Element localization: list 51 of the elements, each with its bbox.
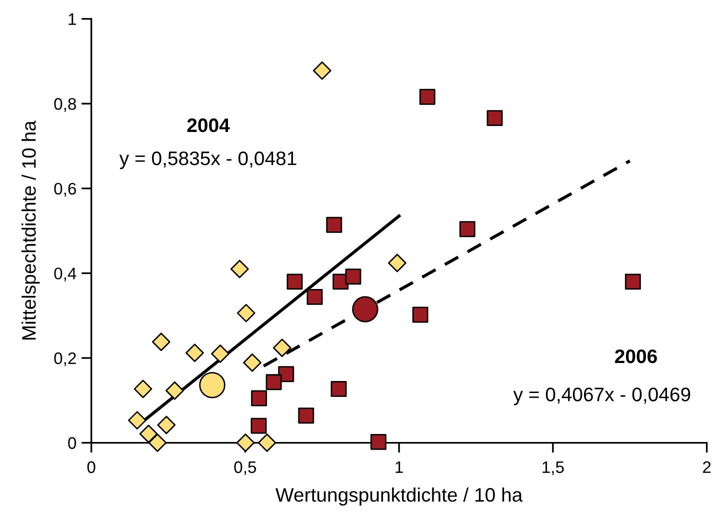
- point: [211, 344, 230, 363]
- point: [312, 61, 332, 80]
- point: [412, 306, 428, 323]
- point: [370, 434, 386, 450]
- y-axis-title: Mittelspechtdichte / 10 ha: [22, 120, 40, 340]
- point: [166, 381, 184, 400]
- point: [330, 380, 347, 397]
- annotation: y = 0,4067x - 0,0469: [513, 388, 690, 406]
- point: [624, 274, 641, 290]
- x-axis-title: Wertungspunktdichte / 10 ha: [276, 487, 523, 506]
- point: [352, 296, 378, 322]
- point: [266, 374, 282, 390]
- point: [419, 88, 436, 105]
- point: [139, 424, 158, 444]
- point: [459, 221, 476, 238]
- x-tick-label: 1,5: [542, 461, 564, 476]
- y-tick-label: 0: [68, 437, 76, 449]
- annotation: 2004: [187, 118, 230, 132]
- point: [251, 390, 268, 406]
- y-tick-label: 0,8: [54, 98, 76, 112]
- y-tick-label: 0,2: [54, 352, 76, 366]
- x-tick-label: 0,5: [234, 461, 256, 476]
- point: [298, 408, 314, 424]
- point: [243, 353, 262, 372]
- point: [157, 416, 176, 434]
- y-tick-label: 0,4: [54, 268, 76, 282]
- annotation: 2006: [615, 349, 657, 364]
- y-tick-label: 1: [68, 13, 76, 25]
- point: [236, 304, 256, 322]
- point: [272, 338, 292, 358]
- point: [250, 418, 267, 434]
- point: [148, 434, 167, 452]
- point: [230, 260, 249, 278]
- annotation: y = 0,5835x - 0,0481: [119, 151, 296, 170]
- point: [388, 254, 406, 272]
- point: [199, 372, 226, 398]
- point: [306, 288, 323, 305]
- point: [236, 434, 255, 452]
- x-tick-label: 2: [702, 461, 711, 473]
- x-tick-label: 0: [87, 461, 96, 474]
- y-tick-label: 0,6: [54, 182, 76, 197]
- point: [345, 268, 362, 285]
- point: [186, 344, 204, 362]
- point: [258, 434, 276, 452]
- point: [128, 411, 146, 430]
- point: [286, 274, 303, 290]
- x-tick-label: 1: [396, 461, 403, 473]
- point: [326, 216, 342, 233]
- point: [134, 380, 152, 398]
- point: [486, 110, 503, 126]
- point: [152, 332, 170, 352]
